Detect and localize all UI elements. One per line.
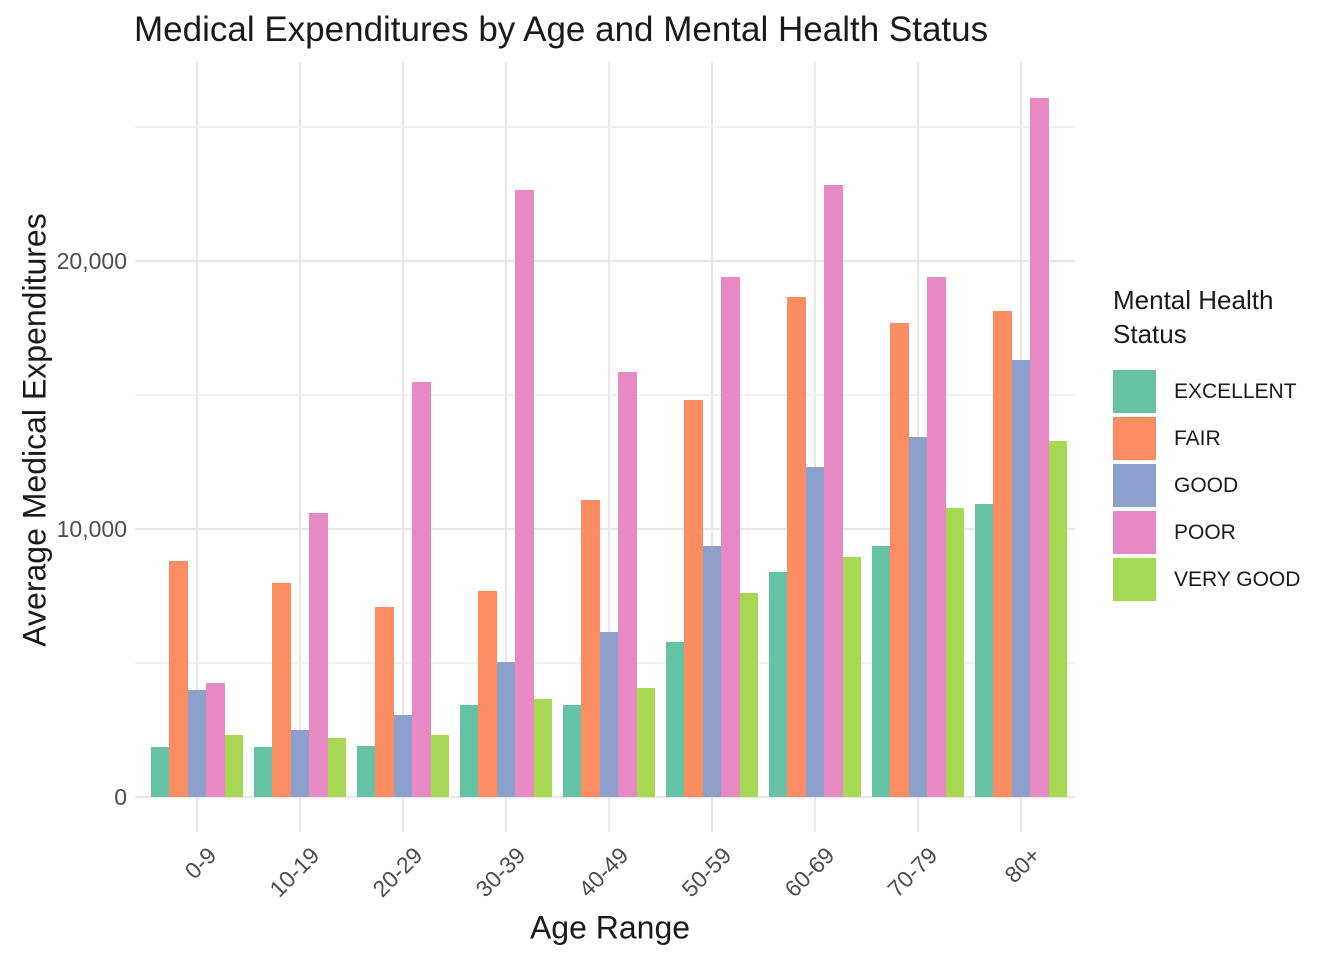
y-tick-label: 20,000 (56, 248, 127, 274)
legend-key-swatch (1113, 511, 1156, 554)
bar-30-39-poor (515, 189, 534, 797)
legend-key-swatch (1113, 370, 1156, 413)
gridline-minor (135, 394, 1075, 396)
bar-40-49-poor (618, 372, 637, 797)
x-tick-label: 60-69 (779, 842, 840, 902)
bar-60-69-fair (787, 297, 806, 797)
x-tick-label: 40-49 (573, 842, 634, 902)
x-axis-title: Age Range (529, 909, 691, 946)
bar-0-9-poor (206, 683, 225, 797)
legend-title-line: Mental Health (1113, 285, 1274, 315)
x-tick-label: 80+ (999, 842, 1046, 888)
bar-80+-excellent (974, 503, 994, 797)
x-tick-label: 20-29 (367, 842, 428, 902)
legend-entry-label: FAIR (1174, 426, 1221, 450)
legend: Mental Health Status EXCELLENT FAIR GOOD POO… (1113, 283, 1344, 605)
bar-50-59-poor (721, 277, 740, 797)
bar-80+-very-good (1048, 440, 1068, 797)
bar-40-49-fair (581, 499, 600, 797)
gridline-vertical (505, 62, 507, 832)
bar-20-29-excellent (356, 746, 376, 797)
bar-70-79-poor (927, 277, 946, 797)
bar-60-69-good (805, 467, 825, 797)
bar-60-69-excellent (768, 571, 788, 797)
bar-70-79-excellent (871, 546, 891, 797)
gridline-vertical (196, 62, 198, 832)
bar-40-49-very-good (636, 688, 656, 797)
legend-entry: VERY GOOD (1113, 558, 1344, 601)
bar-80+-good (1011, 360, 1031, 797)
legend-entry: POOR (1113, 511, 1344, 554)
gridline-vertical (402, 62, 404, 832)
bar-80+-fair (993, 310, 1012, 797)
bar-50-59-very-good (739, 593, 759, 797)
bar-20-29-poor (412, 381, 431, 797)
bar-60-69-very-good (842, 557, 862, 797)
y-axis-title: Average Medical Expenditures (16, 213, 53, 647)
gridline-major (135, 528, 1075, 530)
bar-40-49-excellent (562, 704, 582, 797)
legend-entry: FAIR (1113, 417, 1344, 460)
legend-entry: GOOD (1113, 464, 1344, 507)
bar-20-29-fair (375, 606, 394, 797)
y-tick-label: 10,000 (56, 516, 127, 542)
bar-0-9-very-good (224, 735, 244, 797)
bar-60-69-poor (824, 184, 843, 797)
gridline-vertical (711, 62, 713, 832)
legend-entry-label: GOOD (1174, 473, 1239, 497)
gridline-vertical (814, 62, 816, 832)
x-tick-label: 0-9 (179, 842, 222, 884)
bar-10-19-fair (272, 582, 291, 797)
bar-20-29-good (393, 715, 413, 797)
x-tick-label: 30-39 (470, 842, 531, 902)
bar-50-59-fair (684, 400, 703, 797)
bar-50-59-excellent (665, 641, 685, 797)
bar-10-19-good (290, 730, 310, 797)
gridline-major (135, 796, 1075, 798)
legend-key-swatch (1113, 558, 1156, 601)
bar-80+-poor (1030, 97, 1049, 797)
bar-10-19-excellent (253, 747, 273, 797)
bar-0-9-fair (169, 561, 188, 797)
y-tick-label: 0 (114, 784, 127, 810)
bar-70-79-good (908, 436, 928, 797)
bar-0-9-excellent (150, 747, 170, 797)
x-tick-label: 70-79 (882, 842, 943, 902)
bar-0-9-good (187, 689, 207, 797)
bar-40-49-good (599, 632, 619, 797)
plot-panel (135, 62, 1075, 832)
legend-entry-label: EXCELLENT (1174, 379, 1297, 403)
x-tick-label: 50-59 (676, 842, 737, 902)
gridline-major (135, 260, 1075, 262)
legend-entry-label: VERY GOOD (1174, 567, 1301, 591)
bar-70-79-fair (890, 322, 909, 797)
bar-30-39-excellent (459, 704, 479, 797)
legend-entries: EXCELLENT FAIR GOOD POOR VERY GOOD (1113, 370, 1344, 601)
legend-title-line: Status (1113, 319, 1187, 349)
legend-entry-label: POOR (1174, 520, 1236, 544)
bar-70-79-very-good (945, 507, 965, 797)
bar-20-29-very-good (430, 735, 450, 797)
x-tick-label: 10-19 (264, 842, 325, 902)
gridline-vertical (299, 62, 301, 832)
bar-30-39-very-good (533, 699, 553, 797)
chart-title: Medical Expenditures by Age and Mental H… (134, 10, 989, 49)
bar-50-59-good (702, 546, 722, 797)
gridline-vertical (608, 62, 610, 832)
legend-entry: EXCELLENT (1113, 370, 1344, 413)
bar-10-19-poor (309, 512, 328, 797)
legend-key-swatch (1113, 417, 1156, 460)
gridline-minor (135, 126, 1075, 128)
legend-key-swatch (1113, 464, 1156, 507)
bar-30-39-good (496, 661, 516, 797)
legend-title: Mental Health Status (1113, 283, 1344, 351)
bar-30-39-fair (478, 590, 497, 797)
bar-10-19-very-good (327, 738, 347, 797)
